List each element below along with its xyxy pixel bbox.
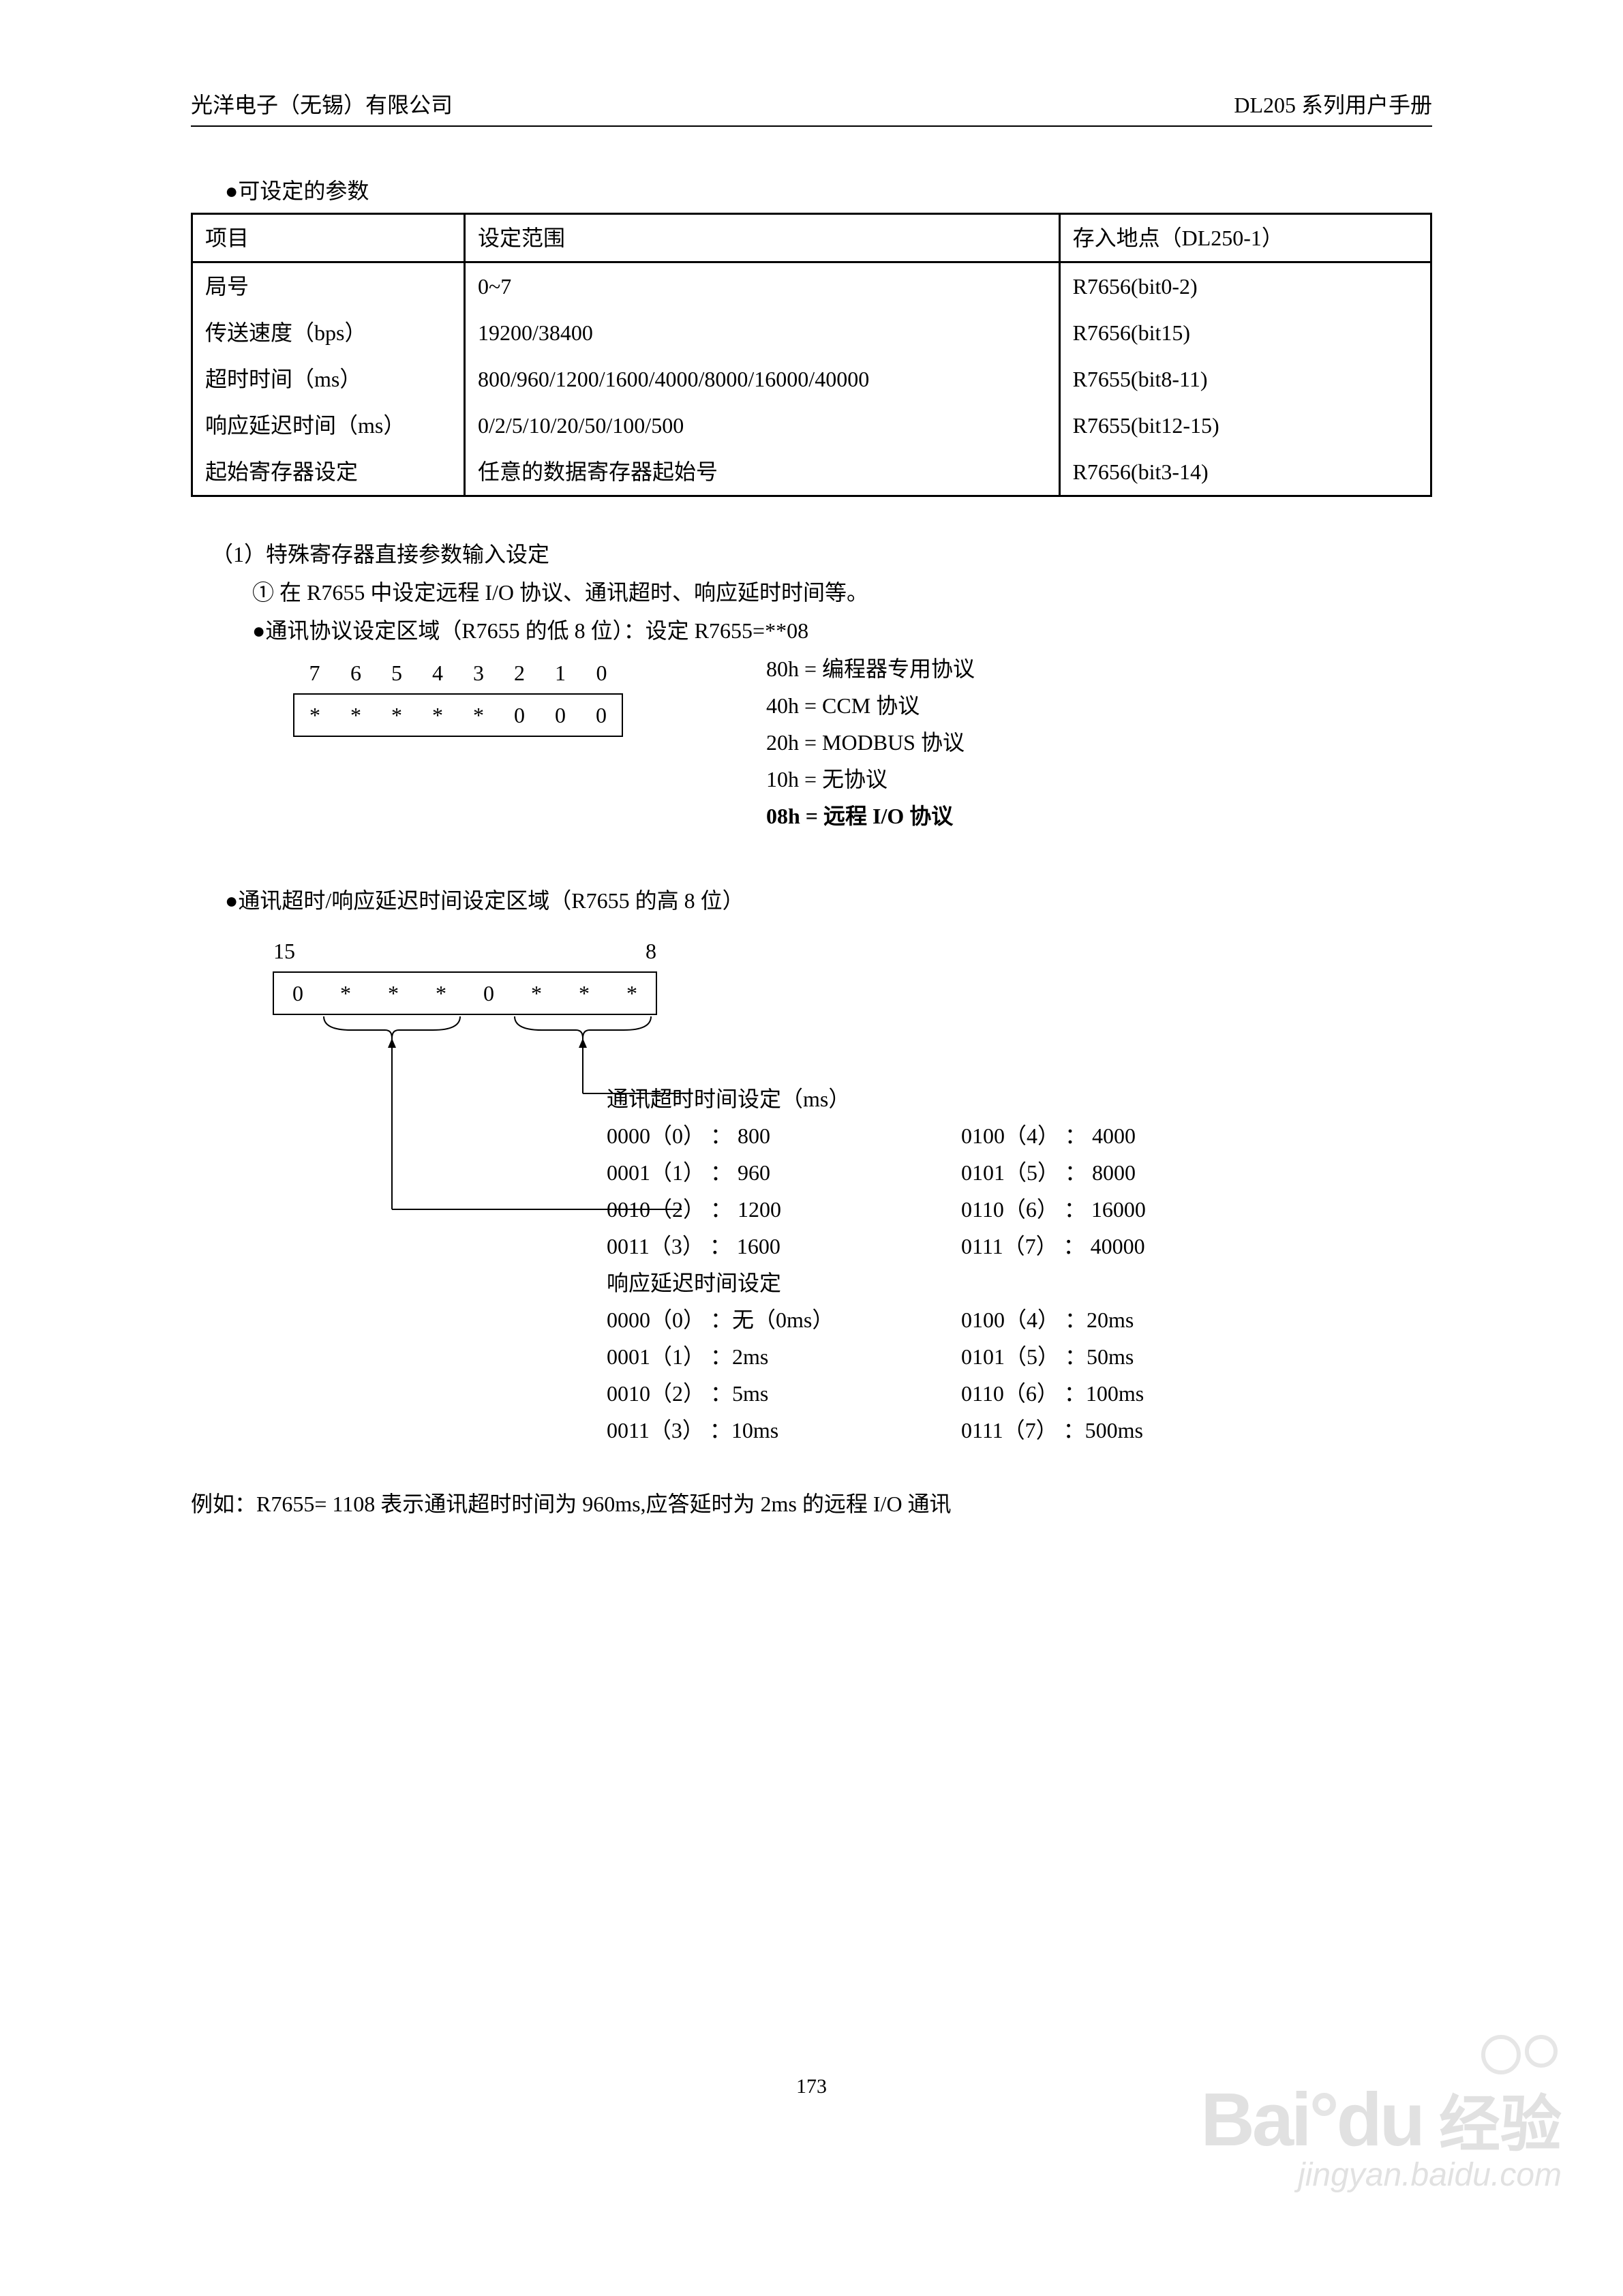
table-row: 起始寄存器设定 任意的数据寄存器起始号 R7656(bit3-14) [192, 449, 1431, 496]
watermark: Bai°du 经验 jingyan.baidu.com [1200, 2035, 1562, 2194]
protocol-item: 10h = 无协议 [766, 763, 975, 796]
table-row: 响应延迟时间（ms） 0/2/5/10/20/50/100/500 R7655(… [192, 402, 1431, 449]
table-row: 超时时间（ms） 800/960/1200/1600/4000/8000/160… [192, 356, 1431, 402]
page-header: 光洋电子（无锡）有限公司 DL205 系列用户手册 [191, 89, 1432, 127]
protocol-list: 80h = 编程器专用协议 40h = CCM 协议 20h = MODBUS … [766, 652, 975, 836]
body-line: ① 在 R7655 中设定远程 I/O 协议、通讯超时、响应延时时间等。 [252, 576, 1432, 609]
protocol-item: 20h = MODBUS 协议 [766, 726, 975, 759]
col-header: 设定范围 [464, 214, 1059, 262]
col-header: 存入地点（DL250-1） [1059, 214, 1431, 262]
col-header: 项目 [192, 214, 465, 262]
table-row: 传送速度（bps） 19200/38400 R7656(bit15) [192, 309, 1431, 356]
header-left: 光洋电子（无锡）有限公司 [191, 89, 453, 121]
params-table: 项目 设定范围 存入地点（DL250-1） 局号 0~7 R7656(bit0-… [191, 213, 1432, 497]
sub-heading: （1）特殊寄存器直接参数输入设定 [211, 538, 1432, 571]
delay-grid: 0000（0） ：无（0ms）0100（4） ：20ms 0001（1） ：2m… [607, 1303, 1432, 1447]
bracket-diagram-icon [273, 1015, 750, 1213]
delay-title: 响应延迟时间设定 [607, 1267, 1432, 1299]
high-byte-heading: ●通讯超时/响应延迟时间设定区域（R7655 的高 8 位） [225, 884, 1432, 917]
high-bit-table: 15 8 0 * * * 0 * * * [273, 931, 657, 1015]
protocol-item: 08h = 远程 I/O 协议 [766, 800, 975, 832]
section-title: ●可设定的参数 [225, 175, 1432, 207]
header-right: DL205 系列用户手册 [1234, 89, 1432, 121]
example-line: 例如：R7655= 1108 表示通讯超时时间为 960ms,应答延时为 2ms… [191, 1487, 1432, 1520]
protocol-item: 40h = CCM 协议 [766, 689, 975, 722]
protocol-item: 80h = 编程器专用协议 [766, 652, 975, 685]
table-row: 局号 0~7 R7656(bit0-2) [192, 262, 1431, 310]
low-bit-table: 7 6 5 4 3 2 1 0 * * * * * 0 0 0 [293, 652, 623, 737]
body-line: ●通讯协议设定区域（R7655 的低 8 位）：设定 R7655=**08 [252, 614, 1432, 647]
